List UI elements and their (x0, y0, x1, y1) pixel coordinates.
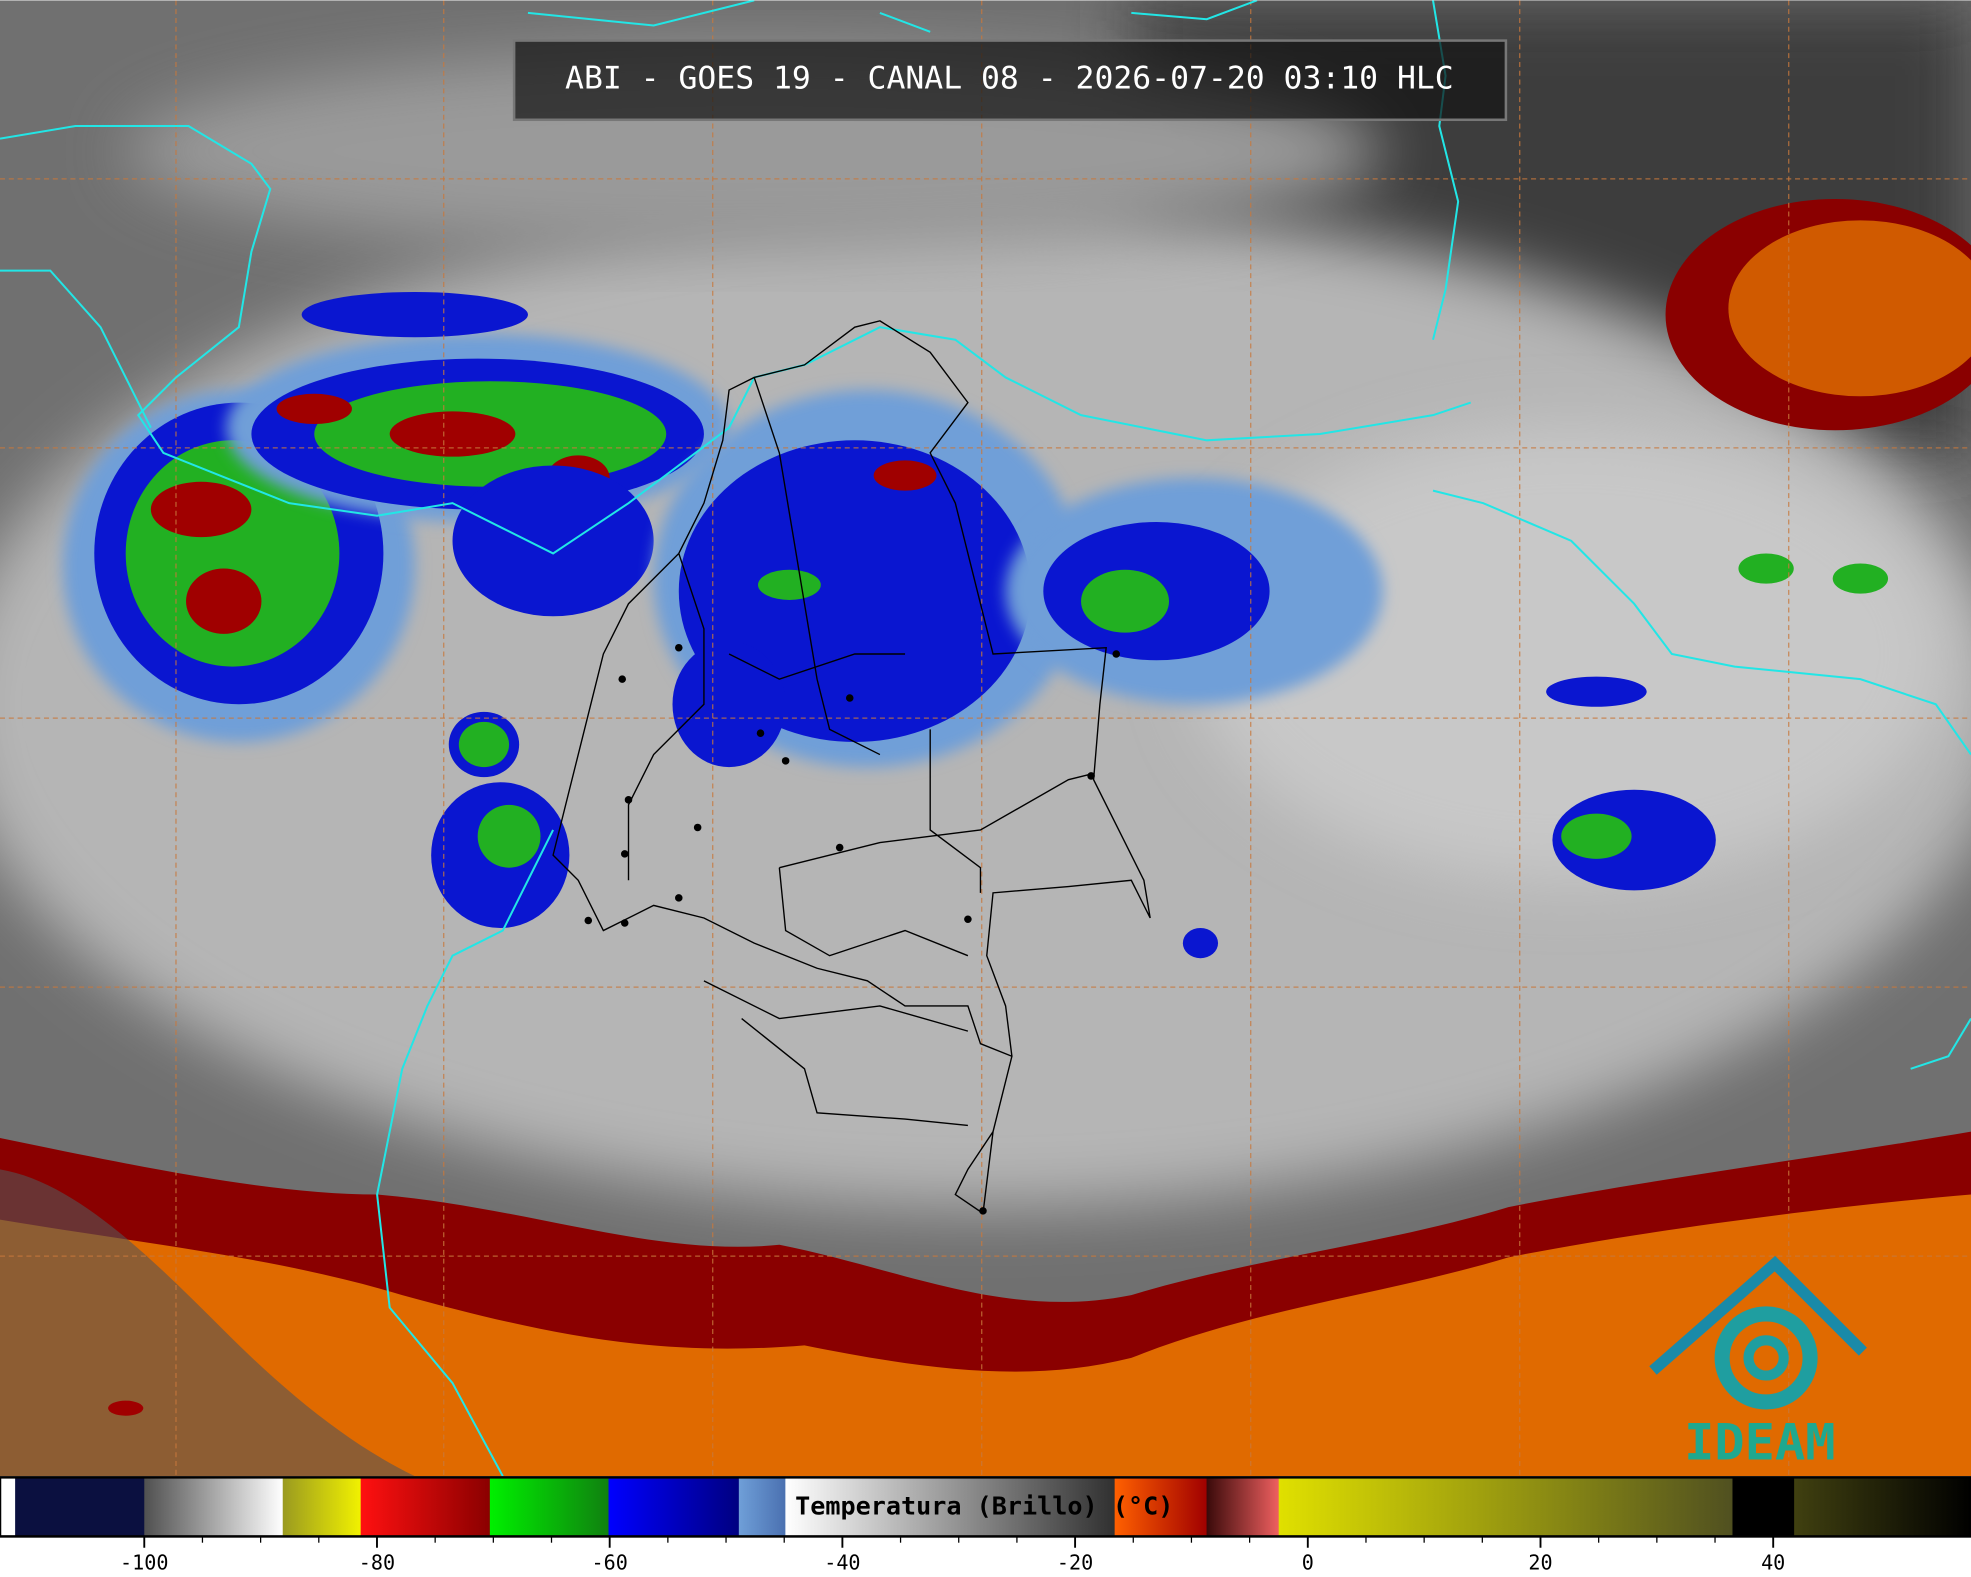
colorbar-segment (282, 1477, 362, 1537)
graticule (0, 0, 1971, 1477)
colorbar-segment (1794, 1477, 1971, 1537)
cold-top (1546, 676, 1647, 707)
colorbar-segment (144, 1477, 284, 1537)
colorbar-segment (785, 1477, 1116, 1537)
logo-swirl (1743, 1335, 1789, 1381)
cold-top (1182, 928, 1219, 959)
very-cold-top (1561, 813, 1632, 859)
city (693, 823, 702, 832)
cold-top (452, 465, 654, 617)
cold-top (301, 291, 528, 338)
colorbar-segment (738, 1477, 787, 1537)
logo-text: IDEAM (1684, 1412, 1835, 1471)
city (675, 643, 683, 652)
city (1087, 772, 1095, 780)
cold-top (672, 641, 786, 768)
city (675, 894, 683, 902)
very-cold-top (1081, 569, 1170, 633)
tick-label: -20 (1057, 1551, 1093, 1575)
coldest-top (389, 411, 516, 457)
coastline (0, 269, 152, 429)
city (964, 915, 972, 924)
city (845, 694, 854, 702)
coastline (1910, 1018, 1971, 1070)
andes-cloud (0, 1169, 415, 1477)
very-cold-top (757, 569, 821, 600)
city (835, 843, 844, 852)
colorbar-segment (15, 1477, 145, 1537)
city (1112, 650, 1121, 658)
city (979, 1207, 987, 1215)
logo-swirl (1714, 1306, 1818, 1410)
colorbar-segment (0, 1477, 16, 1537)
coldest-top (186, 568, 262, 634)
colorbar-label: Temperatura (Brillo) (°C) (795, 1492, 1173, 1521)
borders (552, 320, 1151, 1215)
tick-label: -80 (359, 1551, 395, 1575)
department-border (627, 377, 906, 881)
colorbar-frame (0, 1476, 1971, 1538)
city (781, 757, 790, 765)
logo-roof (1649, 1255, 1867, 1375)
colorbar-segment (1206, 1477, 1280, 1537)
very-cold-top (1738, 553, 1794, 584)
map: IDEAM ABI - GOES 19 - CANAL 08 - 2026-07… (0, 0, 1971, 1477)
title-box (512, 39, 1508, 122)
very-cold-top (477, 804, 541, 868)
tick-label: -100 (120, 1551, 168, 1575)
tick-label: -40 (824, 1551, 860, 1575)
cloud-band (1194, 427, 1949, 881)
tick-label: -60 (592, 1551, 628, 1575)
city (756, 729, 765, 737)
colorbar-segment (360, 1477, 491, 1537)
country-border (552, 320, 1151, 1215)
coastlines (0, 0, 1971, 1477)
colorbar-segment (1114, 1477, 1208, 1537)
logo: IDEAM (1649, 1255, 1867, 1471)
coldest-top (108, 1400, 144, 1416)
city (620, 919, 629, 927)
convective-clusters (62, 291, 1889, 1416)
tick-label: 40 (1761, 1551, 1785, 1575)
city (584, 916, 593, 925)
warm-surface (0, 1194, 1971, 1477)
colorbar (0, 1477, 1971, 1537)
cities (584, 643, 1121, 1215)
colorbar-segment (608, 1477, 740, 1537)
colorbar-segment (489, 1477, 610, 1537)
colorbar-segment (1732, 1477, 1795, 1537)
coldest-top (276, 393, 352, 424)
title: ABI - GOES 19 - CANAL 08 - 2026-07-20 03… (565, 61, 1454, 97)
tick-label: 20 (1528, 1551, 1552, 1575)
very-cold-top (1832, 563, 1889, 594)
coastline (376, 829, 554, 1477)
department-border (703, 729, 1094, 1127)
coastline (0, 125, 1472, 555)
colorbar-segment (1278, 1477, 1734, 1537)
tick-label: 0 (1302, 1551, 1314, 1575)
coastline (527, 0, 1258, 33)
city (624, 796, 633, 804)
city (620, 850, 629, 858)
very-cold-top (458, 721, 510, 768)
coastline (1432, 489, 1971, 756)
coldest-top (873, 460, 937, 491)
coldest-top (150, 481, 252, 538)
city (618, 675, 626, 683)
